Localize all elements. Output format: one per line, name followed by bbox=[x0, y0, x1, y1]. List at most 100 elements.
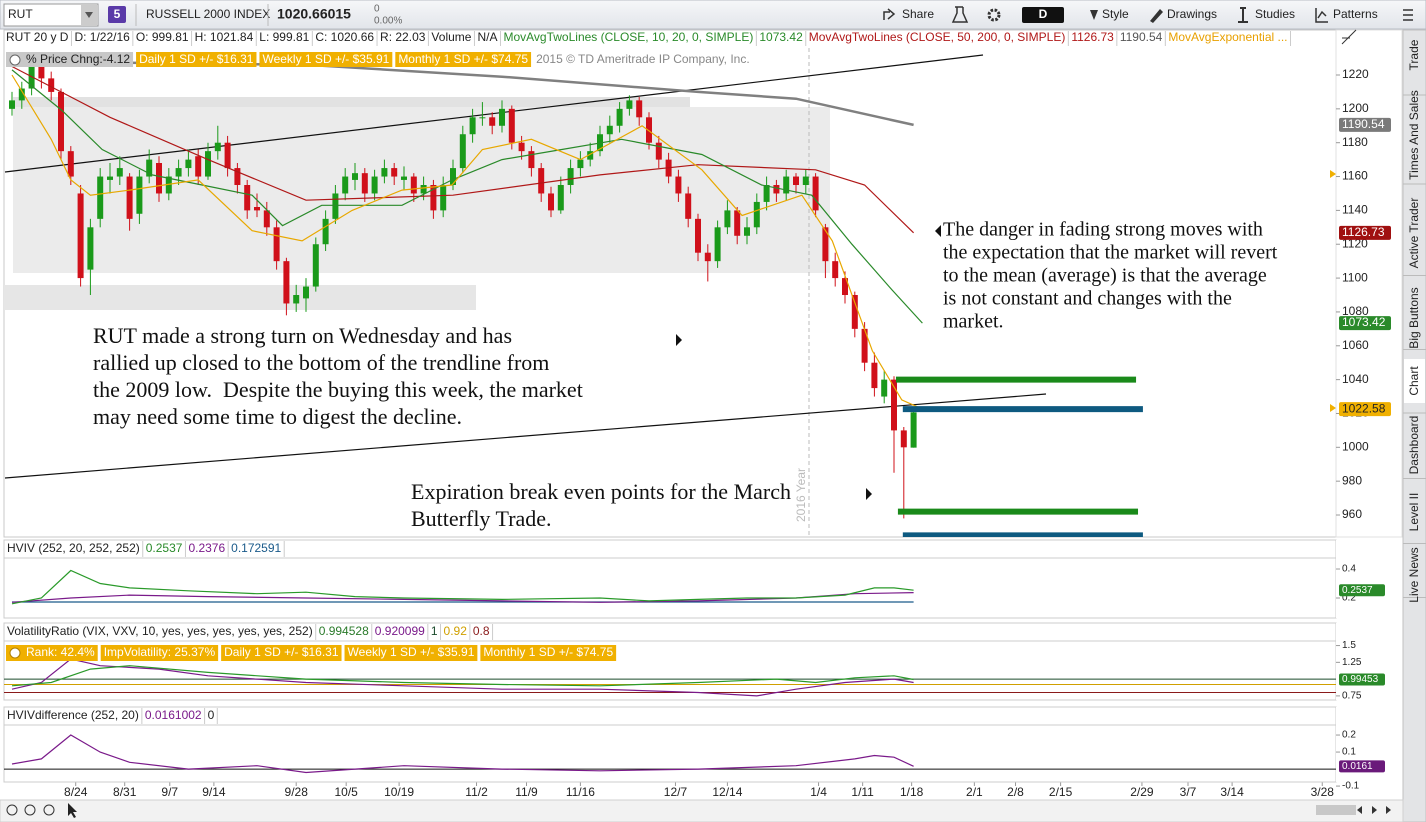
candle-body bbox=[48, 78, 55, 92]
toolbar-button[interactable]: Patterns bbox=[1333, 7, 1378, 21]
study-readout: 0.92 bbox=[444, 624, 468, 638]
scroll-arrows[interactable] bbox=[1357, 806, 1391, 814]
candle-body bbox=[175, 168, 182, 177]
sidebar-tab[interactable]: Level II bbox=[1407, 493, 1421, 532]
annotation-line: is not constant and changes with the bbox=[943, 288, 1232, 310]
candle-body bbox=[352, 173, 358, 180]
annotation-line: rallied up closed to the bottom of the t… bbox=[93, 350, 549, 375]
study-axis bbox=[1336, 540, 1402, 618]
candle-body bbox=[381, 168, 388, 177]
candle-body bbox=[361, 173, 368, 194]
annotation-line: the 2009 low. Despite the buying this we… bbox=[93, 377, 583, 402]
share-icon bbox=[883, 8, 896, 20]
trendline bbox=[4, 54, 984, 173]
candle-body bbox=[626, 100, 633, 109]
candle-body bbox=[401, 176, 407, 180]
candle-body bbox=[724, 210, 731, 228]
study-badge-text: Weekly 1 SD +/- $35.91 bbox=[348, 645, 475, 659]
candle-body bbox=[499, 108, 505, 126]
sidebar-tab[interactable]: Big Buttons bbox=[1407, 287, 1421, 348]
y-tick-label: 1040 bbox=[1342, 372, 1369, 386]
gear-icon[interactable] bbox=[987, 8, 1001, 22]
study-panel bbox=[3, 557, 1337, 619]
zoom-controls bbox=[6, 803, 1391, 818]
annotation-line: may need some time to digest the decline… bbox=[93, 404, 462, 429]
menu-icon[interactable] bbox=[1403, 9, 1413, 21]
y-tick-label: 1.5 bbox=[1342, 640, 1356, 651]
candle-body bbox=[822, 227, 829, 262]
candle-body bbox=[87, 227, 94, 270]
info-item: L: 999.81 bbox=[259, 30, 309, 44]
price-tag-label: 0.99453 bbox=[1342, 674, 1379, 685]
toolbar-button[interactable]: Share bbox=[902, 7, 934, 21]
candle-body bbox=[557, 185, 564, 211]
candle-body bbox=[430, 185, 437, 211]
scrollbar[interactable] bbox=[1316, 805, 1356, 815]
study-readout: 1 bbox=[431, 624, 438, 638]
sidebar-tab[interactable]: Times And Sales bbox=[1407, 90, 1421, 180]
badge-box[interactable] bbox=[108, 6, 126, 23]
annotation-line: market. bbox=[943, 311, 1004, 333]
candle-body bbox=[793, 176, 799, 186]
study-plot bbox=[11, 569, 914, 605]
candle-body bbox=[126, 176, 133, 219]
zoom-in[interactable] bbox=[24, 804, 36, 816]
x-tick-label: 3/14 bbox=[1220, 785, 1244, 799]
candle-body bbox=[283, 261, 290, 304]
candle-body bbox=[577, 159, 584, 169]
y-tick-label: -0.1 bbox=[1342, 781, 1360, 792]
pointer-tool[interactable] bbox=[68, 803, 77, 818]
toolbar-button[interactable]: Studies bbox=[1255, 7, 1295, 21]
candle-body bbox=[450, 168, 456, 186]
toolbar-icons bbox=[883, 6, 1413, 23]
candle-body bbox=[783, 176, 790, 194]
zoom-reset[interactable] bbox=[6, 804, 18, 816]
style-icon bbox=[1090, 10, 1098, 20]
study-plot bbox=[4, 734, 1336, 774]
candle-body bbox=[322, 218, 329, 245]
y-tick-label: 1080 bbox=[1342, 304, 1369, 318]
x-tick-label: 8/24 bbox=[64, 785, 88, 799]
y-tick-label: 1180 bbox=[1342, 135, 1368, 149]
candle-body bbox=[293, 295, 300, 304]
candle-body bbox=[871, 362, 878, 389]
info-item: 1073.42 bbox=[759, 30, 803, 44]
x-tick-label: 8/31 bbox=[113, 785, 137, 799]
toolbar-button[interactable]: Style bbox=[1102, 7, 1129, 21]
study-badge bbox=[259, 52, 393, 67]
toolbar-button[interactable]: Drawings bbox=[1167, 7, 1217, 21]
candle-body bbox=[224, 142, 231, 169]
toolbar-button[interactable]: D bbox=[1039, 7, 1048, 21]
zoom-out[interactable] bbox=[43, 804, 55, 816]
candle-body bbox=[528, 151, 535, 169]
y-tick-label: 1200 bbox=[1342, 101, 1369, 115]
x-tick-label: 2/8 bbox=[1007, 785, 1024, 799]
candle-body bbox=[234, 168, 241, 186]
candle-body bbox=[636, 100, 643, 118]
annotation-line: Expiration break even points for the Mar… bbox=[411, 479, 791, 504]
y-tick-label: 1100 bbox=[1342, 270, 1368, 284]
sidebar-tab[interactable]: Dashboard bbox=[1407, 416, 1421, 475]
symbol-input[interactable] bbox=[3, 3, 99, 27]
flask-icon[interactable] bbox=[951, 6, 969, 23]
sidebar-tab[interactable]: Live News bbox=[1407, 547, 1421, 602]
study-badge-text: Rank: 42.4% bbox=[26, 645, 95, 659]
candle-body bbox=[616, 108, 623, 126]
candle-body bbox=[802, 176, 809, 186]
study-line bbox=[11, 665, 914, 687]
candle-body bbox=[371, 176, 378, 194]
candle-body bbox=[28, 66, 35, 89]
study-badge bbox=[136, 52, 257, 67]
drawings-icon bbox=[1150, 9, 1163, 23]
study-badge bbox=[6, 645, 98, 661]
study-badge-text: Daily 1 SD +/- $16.31 bbox=[139, 52, 254, 66]
sidebar-tab[interactable]: Chart bbox=[1407, 366, 1421, 396]
candle-body bbox=[410, 176, 417, 194]
study-badge bbox=[395, 52, 532, 67]
sidebar-tab[interactable]: Trade bbox=[1407, 39, 1421, 70]
dropdown-arrow bbox=[85, 12, 93, 18]
period-box[interactable] bbox=[1022, 7, 1064, 23]
sidebar-tab[interactable]: Active Trader bbox=[1407, 198, 1421, 269]
info-item: MovAvgTwoLines (CLOSE, 50, 200, 0, SIMPL… bbox=[809, 30, 1066, 44]
candle-body bbox=[97, 176, 104, 219]
